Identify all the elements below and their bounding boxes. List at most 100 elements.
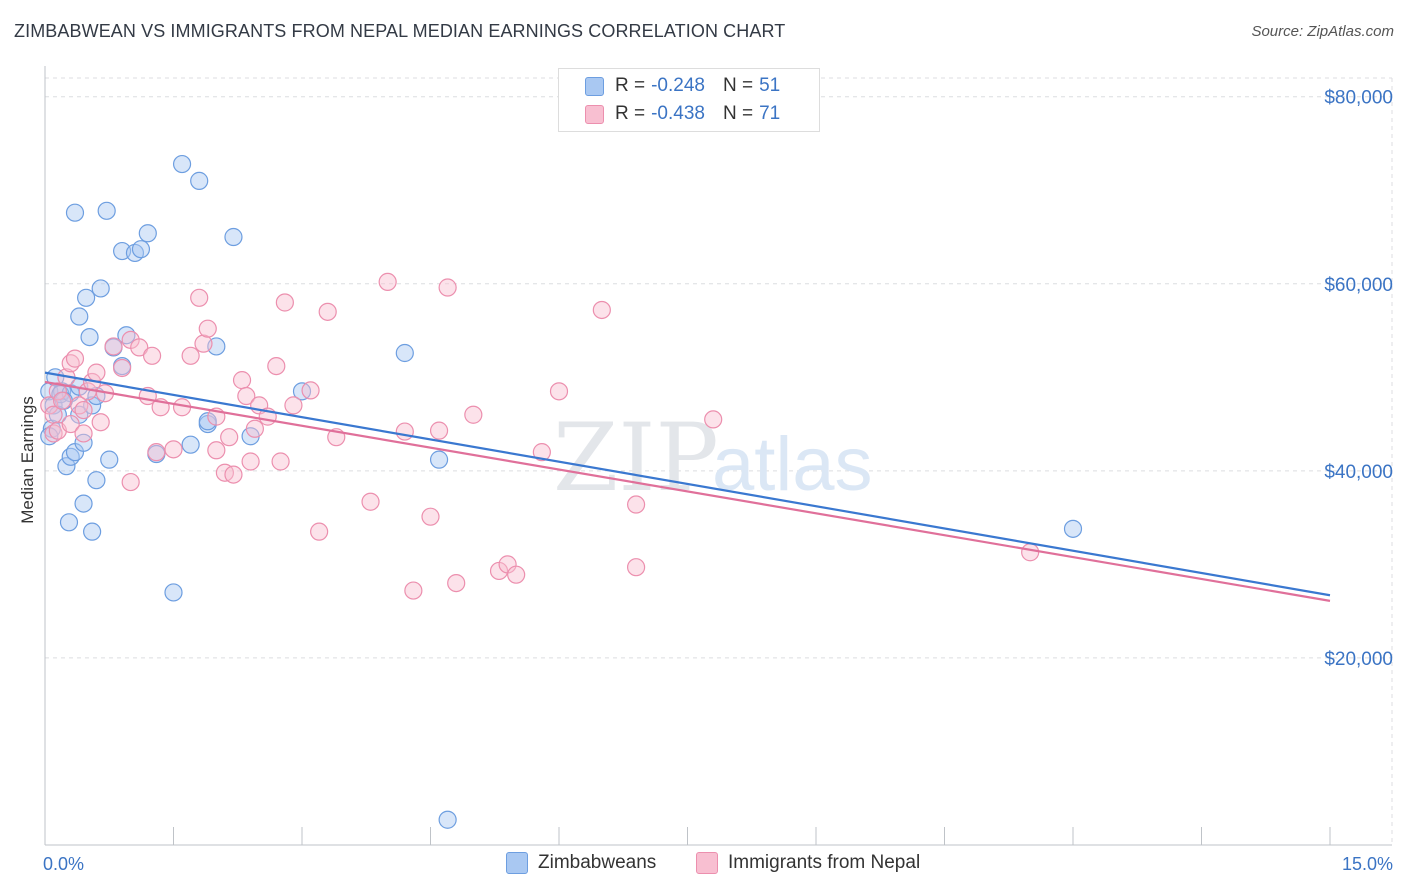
data-point — [245, 419, 264, 438]
data-point — [232, 371, 252, 390]
data-point — [100, 450, 119, 469]
data-point — [421, 507, 440, 526]
data-point — [59, 513, 79, 532]
legend-item-zimbabweans[interactable]: Zimbabweans — [506, 852, 656, 874]
data-point — [626, 495, 646, 514]
data-point — [271, 452, 290, 471]
data-point — [395, 422, 414, 441]
y-axis-label: Median Earnings — [18, 396, 37, 524]
data-point — [549, 382, 569, 401]
n-label: N = — [722, 103, 754, 124]
data-point — [438, 810, 457, 829]
data-point — [361, 492, 380, 511]
data-point — [164, 440, 183, 459]
stats-legend-row-zimbabweans: R = -0.248 N = 51 — [585, 74, 780, 98]
x-tick-labels: 0.0% 15.0% — [43, 854, 1393, 874]
legend-swatch-zimbabweans — [585, 76, 604, 96]
data-point — [91, 413, 110, 432]
r-label: R = — [615, 75, 646, 96]
legend-swatch-zimbabweans — [506, 852, 528, 874]
n-value: 71 — [759, 103, 781, 124]
watermark: ZIP atlas — [553, 404, 873, 513]
data-point — [284, 396, 303, 415]
data-point — [83, 522, 102, 541]
r-value: -0.438 — [651, 103, 705, 124]
data-point — [70, 307, 89, 326]
data-point — [65, 203, 85, 222]
data-point — [57, 457, 76, 476]
trend-line — [44, 371, 1331, 597]
data-point — [91, 279, 110, 298]
trend-line — [44, 380, 1331, 602]
data-point — [61, 414, 80, 434]
data-point — [74, 400, 93, 420]
data-point — [147, 443, 166, 462]
legend-item-nepal[interactable]: Immigrants from Nepal — [696, 852, 920, 874]
data-point — [74, 424, 93, 443]
data-point — [87, 471, 106, 490]
data-point — [275, 293, 294, 312]
data-point — [267, 356, 286, 376]
data-point — [224, 227, 243, 247]
legend-swatch-nepal — [585, 104, 604, 124]
y-tick-label: $60,000 — [1324, 275, 1393, 296]
data-point — [464, 405, 483, 424]
n-value: 51 — [759, 75, 781, 96]
y-tick-labels: $20,000 $40,000 $60,000 $80,000 — [1324, 88, 1393, 670]
trend-lines — [44, 371, 1331, 602]
data-point — [172, 154, 192, 174]
y-tick-label: $40,000 — [1324, 462, 1393, 483]
n-label: N = — [722, 75, 754, 96]
data-point — [429, 450, 449, 469]
data-point — [74, 433, 93, 452]
data-points — [40, 154, 1083, 829]
data-point — [181, 346, 200, 365]
data-point — [592, 300, 611, 320]
data-point — [395, 343, 414, 363]
data-point — [181, 435, 200, 454]
data-point — [318, 302, 337, 321]
legend-label-zimbabweans: Zimbabweans — [538, 852, 657, 873]
data-point — [121, 472, 140, 492]
watermark-zip: ZIP — [553, 404, 719, 513]
data-point — [83, 396, 102, 415]
data-point — [65, 349, 85, 368]
data-point — [112, 358, 132, 378]
data-point — [378, 272, 397, 292]
data-point — [447, 573, 466, 593]
data-point — [190, 171, 209, 190]
data-point — [44, 396, 63, 415]
data-point — [77, 288, 96, 307]
chart-title: ZIMBABWEAN VS IMMIGRANTS FROM NEPAL MEDI… — [14, 21, 786, 41]
stats-legend-row-nepal: R = -0.438 N = 71 — [585, 102, 780, 126]
data-point — [301, 381, 320, 400]
r-value: -0.248 — [651, 75, 705, 96]
data-point — [190, 288, 209, 307]
data-point — [104, 337, 123, 356]
y-tick-label: $20,000 — [1324, 649, 1393, 670]
data-point — [224, 465, 243, 484]
x-tick-label: 0.0% — [43, 854, 84, 874]
x-tick-label: 15.0% — [1342, 854, 1393, 874]
watermark-atlas: atlas — [712, 422, 873, 507]
data-point — [1021, 543, 1040, 562]
data-point — [438, 278, 457, 297]
data-point — [53, 391, 72, 410]
data-point — [87, 363, 106, 382]
stats-legend: R = -0.248 N = 51 R = -0.438 N = 71 — [558, 68, 820, 132]
data-point — [532, 443, 551, 462]
data-point — [1063, 519, 1083, 538]
data-point — [310, 522, 329, 541]
data-point — [626, 558, 646, 577]
data-point — [404, 581, 423, 600]
data-point — [138, 224, 157, 243]
data-point — [97, 201, 116, 220]
data-point — [164, 583, 183, 602]
data-point — [131, 240, 151, 259]
data-point — [194, 334, 213, 353]
r-label: R = — [615, 103, 646, 124]
legend-swatch-nepal — [696, 852, 718, 874]
data-point — [74, 494, 93, 513]
data-point — [142, 346, 162, 365]
